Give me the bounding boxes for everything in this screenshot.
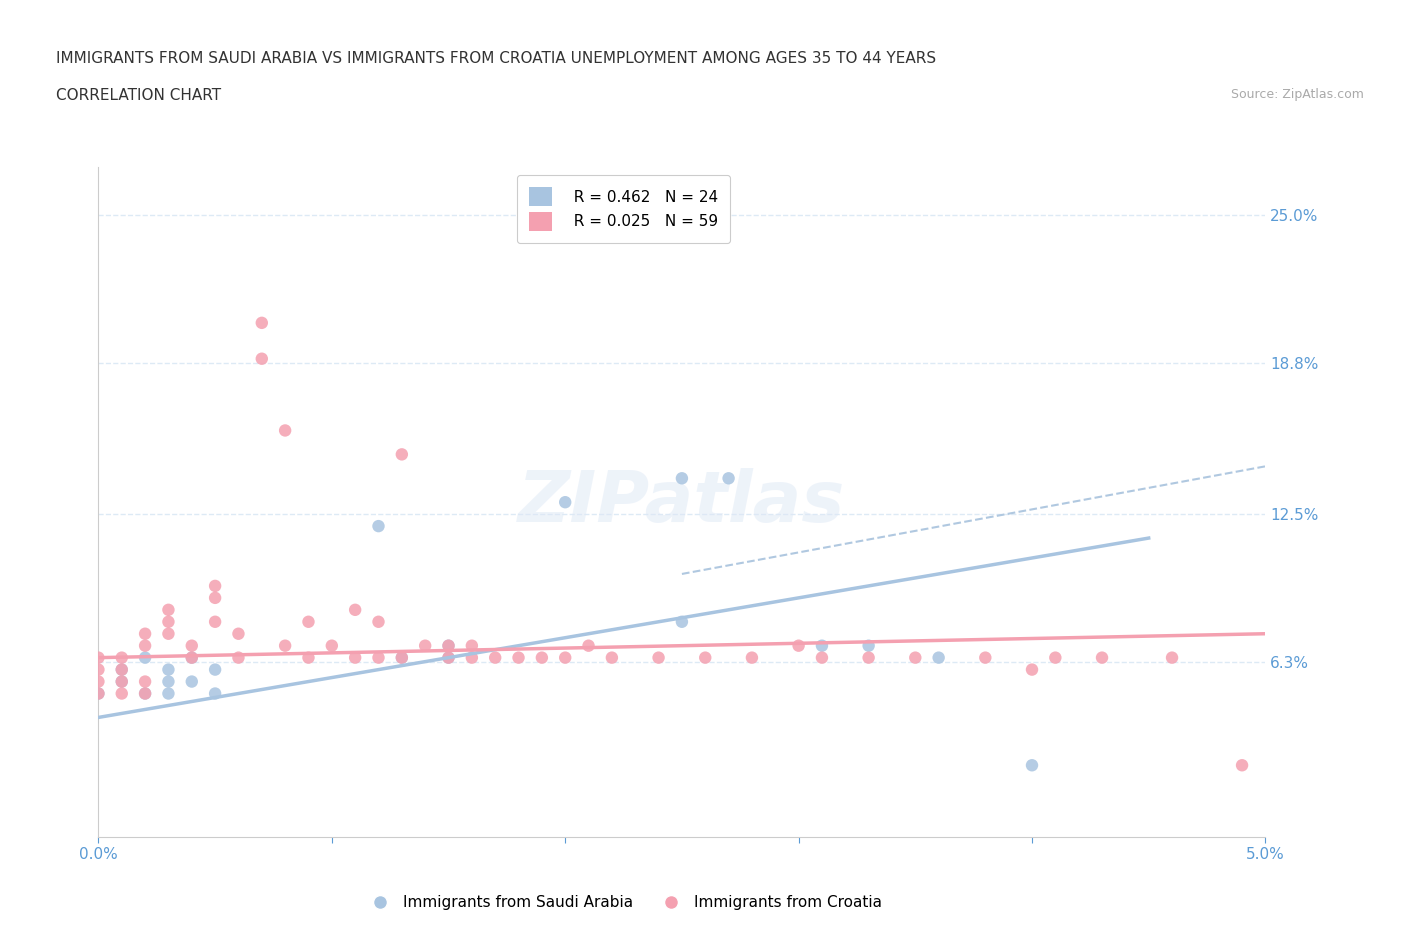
Point xyxy=(600,650,623,665)
Point xyxy=(671,615,693,630)
Point xyxy=(904,650,927,665)
Point xyxy=(367,650,389,665)
Point xyxy=(321,638,343,653)
Point xyxy=(530,650,553,665)
Point xyxy=(157,615,180,630)
Text: ZIPatlas: ZIPatlas xyxy=(519,468,845,537)
Point xyxy=(134,638,156,653)
Point xyxy=(1045,650,1067,665)
Point xyxy=(695,650,717,665)
Point xyxy=(554,650,576,665)
Point xyxy=(858,650,880,665)
Point xyxy=(134,674,156,689)
Point xyxy=(1161,650,1184,665)
Point xyxy=(180,650,202,665)
Point xyxy=(974,650,997,665)
Point xyxy=(811,650,834,665)
Point xyxy=(111,662,134,677)
Point xyxy=(204,578,226,593)
Point xyxy=(157,603,180,618)
Point xyxy=(180,674,202,689)
Point xyxy=(811,638,834,653)
Point xyxy=(461,650,484,665)
Point xyxy=(204,686,226,701)
Point xyxy=(87,686,110,701)
Point xyxy=(1230,758,1253,773)
Point xyxy=(741,650,763,665)
Point xyxy=(228,650,250,665)
Point xyxy=(344,650,367,665)
Point xyxy=(87,686,110,701)
Point xyxy=(180,650,202,665)
Point xyxy=(134,686,156,701)
Point xyxy=(111,686,134,701)
Point xyxy=(250,315,273,330)
Point xyxy=(157,662,180,677)
Point xyxy=(717,471,740,485)
Point xyxy=(87,662,110,677)
Point xyxy=(157,626,180,641)
Point xyxy=(204,615,226,630)
Point xyxy=(1021,758,1043,773)
Point xyxy=(134,626,156,641)
Point xyxy=(250,352,273,366)
Point xyxy=(437,650,460,665)
Point xyxy=(111,650,134,665)
Point xyxy=(1021,662,1043,677)
Point xyxy=(1091,650,1114,665)
Point xyxy=(87,674,110,689)
Point xyxy=(367,615,389,630)
Point xyxy=(274,638,297,653)
Point xyxy=(647,650,669,665)
Point xyxy=(228,626,250,641)
Point xyxy=(87,650,110,665)
Point xyxy=(367,519,389,534)
Point xyxy=(157,674,180,689)
Text: IMMIGRANTS FROM SAUDI ARABIA VS IMMIGRANTS FROM CROATIA UNEMPLOYMENT AMONG AGES : IMMIGRANTS FROM SAUDI ARABIA VS IMMIGRAN… xyxy=(56,51,936,66)
Point xyxy=(204,591,226,605)
Point xyxy=(578,638,600,653)
Point xyxy=(671,471,693,485)
Point xyxy=(554,495,576,510)
Point xyxy=(391,650,413,665)
Point xyxy=(461,638,484,653)
Point xyxy=(391,650,413,665)
Legend: Immigrants from Saudi Arabia, Immigrants from Croatia: Immigrants from Saudi Arabia, Immigrants… xyxy=(359,889,889,916)
Point xyxy=(391,447,413,462)
Point xyxy=(157,686,180,701)
Point xyxy=(111,674,134,689)
Point xyxy=(858,638,880,653)
Point xyxy=(297,615,319,630)
Point xyxy=(134,686,156,701)
Point xyxy=(508,650,530,665)
Point xyxy=(180,638,202,653)
Point xyxy=(787,638,810,653)
Point xyxy=(297,650,319,665)
Point xyxy=(274,423,297,438)
Point xyxy=(437,650,460,665)
Point xyxy=(484,650,506,665)
Point xyxy=(437,638,460,653)
Text: Source: ZipAtlas.com: Source: ZipAtlas.com xyxy=(1230,88,1364,101)
Point xyxy=(111,674,134,689)
Text: CORRELATION CHART: CORRELATION CHART xyxy=(56,88,221,103)
Point xyxy=(134,650,156,665)
Point xyxy=(413,638,436,653)
Point xyxy=(437,638,460,653)
Point xyxy=(928,650,950,665)
Point xyxy=(344,603,367,618)
Point xyxy=(111,662,134,677)
Point xyxy=(204,662,226,677)
